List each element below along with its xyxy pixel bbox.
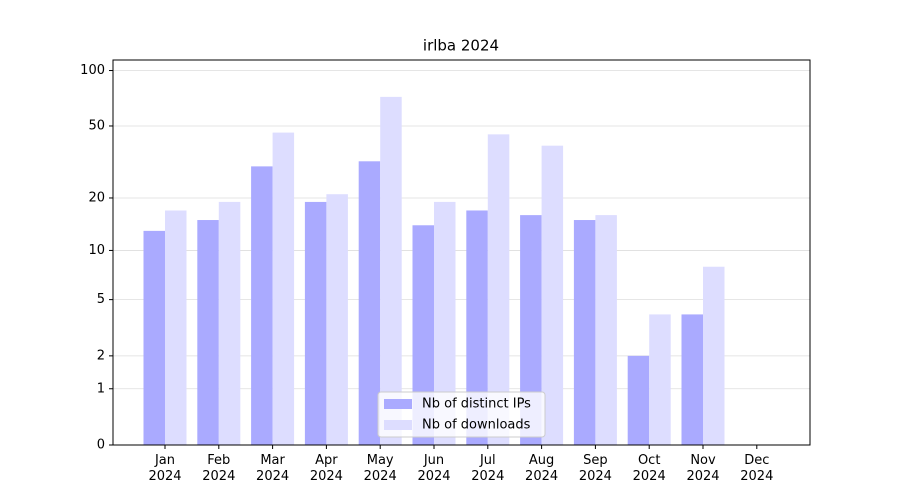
y-tick-label: 1 [97, 381, 105, 396]
bar [520, 215, 542, 445]
bar [487, 134, 510, 445]
x-tick-label: Jan 2024 [148, 453, 182, 484]
y-tick-label: 2 [97, 348, 105, 363]
bar [380, 96, 402, 445]
x-tick-label: Nov 2024 [686, 453, 720, 484]
legend-swatch [384, 420, 412, 430]
chart-title: irlba 2024 [423, 37, 499, 55]
bar [143, 230, 165, 445]
y-tick-label: 5 [97, 292, 105, 307]
legend-box [377, 391, 546, 438]
bar [573, 220, 596, 445]
bar [627, 355, 650, 445]
x-tick-label: Dec 2024 [740, 453, 774, 484]
bar [165, 210, 187, 445]
plot-frame [112, 59, 811, 446]
y-tick-label: 10 [88, 243, 105, 258]
legend: Nb of distinct IPs Nb of downloads [377, 391, 546, 438]
legend-swatch [384, 399, 412, 409]
bar [595, 215, 617, 445]
y-tick-label: 100 [80, 63, 105, 78]
bar [466, 210, 488, 445]
x-tick-label: Apr 2024 [309, 453, 343, 484]
y-tick-label: 20 [88, 190, 105, 205]
bar [358, 161, 381, 445]
bar [197, 220, 219, 445]
bar [703, 266, 725, 445]
x-tick-label: Jun 2024 [417, 453, 451, 484]
legend-label: Nb of downloads [422, 418, 531, 433]
bar [412, 225, 434, 445]
bar [681, 314, 703, 445]
legend-label: Nb of distinct IPs [422, 397, 531, 412]
bar [218, 201, 241, 445]
x-tick-label: May 2024 [363, 453, 397, 484]
x-tick-label: Mar 2024 [256, 453, 290, 484]
x-tick-label: Oct 2024 [632, 453, 666, 484]
bar [251, 166, 273, 445]
x-tick-label: Feb 2024 [202, 453, 236, 484]
bar [326, 194, 348, 445]
bar [434, 201, 456, 445]
y-tick-label: 0 [97, 438, 105, 453]
bar [649, 314, 671, 445]
x-tick-label: Aug 2024 [525, 453, 559, 484]
y-tick-label: 50 [88, 118, 105, 133]
bar [304, 201, 327, 445]
x-tick-label: Sep 2024 [578, 453, 612, 484]
x-tick-label: Jul 2024 [471, 453, 505, 484]
bar [272, 132, 295, 445]
bar [541, 145, 564, 446]
